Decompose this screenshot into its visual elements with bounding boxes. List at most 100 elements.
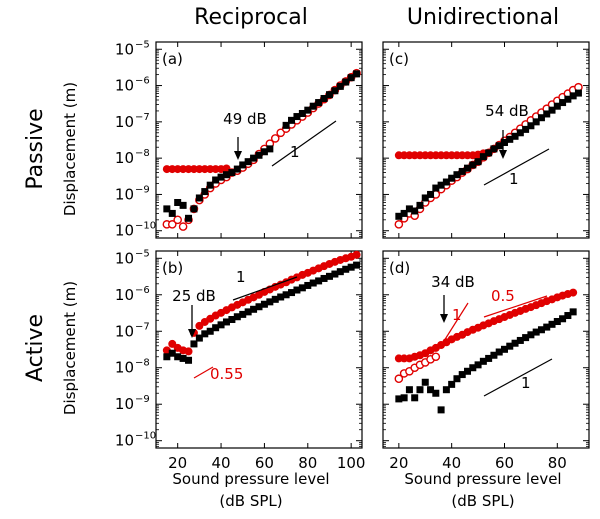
data-point-square [559, 99, 567, 107]
data-point-square [506, 342, 514, 350]
data-point-square [453, 375, 461, 383]
data-point-square [233, 313, 241, 321]
data-point-square [179, 354, 187, 362]
y-tick-label: 10 [115, 322, 134, 340]
data-point-square [543, 323, 551, 331]
data-point-square [325, 272, 333, 280]
data-point-square [421, 378, 429, 386]
data-point-square [168, 349, 176, 357]
ylabel-top: Displacement (m) [61, 82, 79, 216]
y-tick-label: 10 [115, 149, 134, 167]
data-point-square [336, 82, 344, 90]
data-point-square [222, 171, 230, 179]
data-point-square [288, 289, 296, 297]
data-point-square [217, 173, 225, 181]
y-tick-label: 10 [115, 113, 134, 131]
data-point-square [511, 339, 519, 347]
data-point-square [416, 201, 424, 209]
data-point-square [347, 74, 355, 82]
panel-label: (d) [389, 259, 410, 277]
data-point-square [569, 308, 577, 316]
data-point-square [195, 194, 203, 202]
data-point-square [495, 348, 503, 356]
data-point-square [190, 340, 198, 348]
data-point-square [400, 209, 408, 217]
data-point-square [255, 303, 263, 311]
annotation-arrow-head [499, 150, 507, 159]
x-tick-label: 20 [389, 454, 408, 472]
x-tick-label: 60 [255, 454, 274, 472]
annotation-label: 1 [521, 374, 531, 392]
data-point-square [255, 151, 263, 159]
y-tick-label: 10 [115, 286, 134, 304]
y-tick-exponent: −6 [135, 285, 150, 296]
data-point-square [342, 265, 350, 273]
column-title-unidirectional: Unidirectional [407, 5, 559, 30]
x-tick-label: 40 [212, 454, 231, 472]
data-point-square [405, 205, 413, 213]
xlabel-right-line2: (dB SPL) [451, 492, 514, 510]
data-point-square [511, 132, 519, 140]
data-point-square [353, 70, 361, 78]
data-point-square [432, 184, 440, 192]
x-tick-label: 40 [442, 454, 461, 472]
xlabel-right-line1: Sound pressure level [404, 470, 561, 488]
data-point-square [298, 109, 306, 117]
data-point-square [442, 386, 450, 394]
y-tick-exponent: −8 [135, 358, 150, 369]
data-point-square [239, 310, 247, 318]
data-point-square [217, 321, 225, 329]
y-tick-exponent: −10 [135, 221, 156, 232]
data-point-square [320, 94, 328, 102]
annotation-label: 54 dB [485, 102, 529, 120]
y-tick-label: 10 [115, 432, 134, 450]
data-point-square [244, 308, 252, 316]
data-point-square [395, 212, 403, 220]
data-point-square [464, 164, 472, 172]
slope-line [271, 120, 337, 167]
y-tick-label: 10 [115, 395, 134, 413]
row-title-active: Active [23, 314, 48, 382]
data-point-square [532, 328, 540, 336]
data-point-square [304, 106, 312, 114]
data-point-square [559, 315, 567, 323]
data-point-square [474, 158, 482, 166]
data-point-square [432, 389, 440, 397]
data-point-square [421, 194, 429, 202]
data-point-square [320, 274, 328, 282]
column-title-reciprocal: Reciprocal [194, 5, 308, 30]
data-point-square [325, 91, 333, 99]
data-point-square [479, 153, 487, 161]
axes-frame [382, 41, 590, 239]
data-point-square [474, 361, 482, 369]
y-tick-exponent: −10 [135, 431, 156, 442]
data-point-square [469, 161, 477, 169]
data-point-square [564, 95, 572, 103]
data-point-square [548, 106, 556, 114]
y-tick-exponent: −5 [135, 39, 150, 50]
y-tick-label: 10 [115, 185, 134, 203]
data-point-square [395, 395, 403, 403]
data-point-square [206, 181, 214, 189]
data-point-square [569, 92, 577, 100]
data-point-square [174, 198, 182, 206]
data-point-square [250, 154, 258, 162]
data-point-square [233, 165, 241, 173]
y-tick-exponent: −9 [135, 394, 150, 405]
y-tick-exponent: −8 [135, 148, 150, 159]
data-point-square [485, 149, 493, 157]
data-point-square [458, 167, 466, 175]
data-point-square [174, 353, 182, 361]
data-point-square [288, 116, 296, 124]
slope-line [232, 276, 298, 301]
x-tick-label: 80 [298, 454, 317, 472]
data-point-square [411, 394, 419, 402]
slope-line [483, 295, 548, 318]
data-point-square [222, 318, 230, 326]
annotation-arrow-head [440, 314, 448, 323]
data-point-square [347, 263, 355, 271]
data-point-red-open [167, 220, 177, 229]
data-point-square [543, 110, 551, 118]
data-point-square [168, 209, 176, 217]
